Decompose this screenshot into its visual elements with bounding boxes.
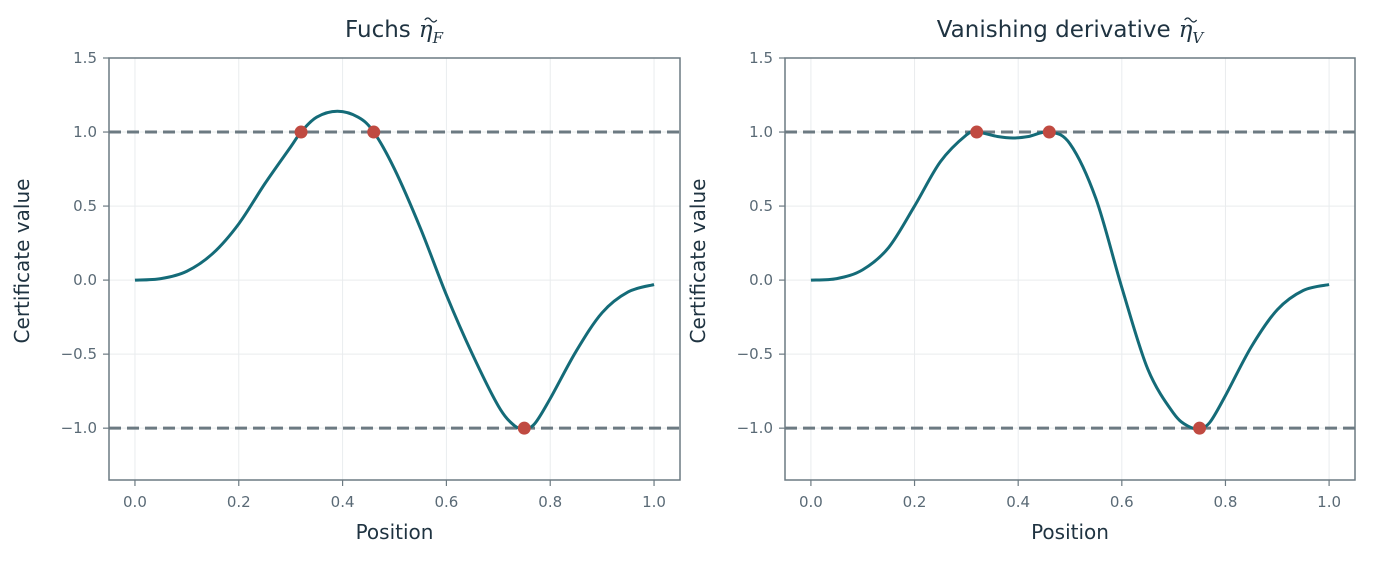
support-point-marker [1193,421,1207,435]
y-tick-label: 1.0 [749,123,773,141]
tilde-accent-icon [424,17,438,23]
x-axis-label: Position [1031,520,1109,544]
chart-title-subscript: F [432,29,444,47]
x-tick-label: 0.0 [123,493,147,511]
support-point-marker [294,125,308,139]
y-tick-label: −1.0 [61,419,97,437]
support-point-marker [1042,125,1056,139]
chart-title: Fuchs ηF [345,17,444,47]
y-tick-label: −1.0 [737,419,773,437]
chart-title: Vanishing derivative ηV [937,17,1206,47]
certificate-curve [134,109,655,430]
chart-vanishing-derivative: 0.0 0.2 0.4 0.6 0.8 1.0 −1.0 −0.5 0.0 0.5 1.0 1.5 Po… [686,17,1356,544]
support-point-marker [517,421,531,435]
support-point-marker [367,125,381,139]
x-tick-label: 0.2 [903,493,927,511]
y-axis-label: Certificate value [686,179,710,344]
x-tick-label: 0.8 [1214,493,1238,511]
axes-frame [108,57,681,481]
y-tick-label: 0.5 [749,197,773,215]
y-axis-label: Certificate value [10,179,34,344]
x-tick-label: 0.4 [331,493,355,511]
chart-title-text: Fuchs [345,17,411,43]
tilde-accent-icon [1184,17,1198,23]
x-tick-label: 0.8 [538,493,562,511]
x-tick-label: 0.6 [1110,493,1134,511]
x-tick-label: 0.4 [1006,493,1030,511]
x-tick-label: 1.0 [1317,493,1341,511]
y-tick-label: 1.5 [749,49,773,67]
x-tick-label: 0.0 [799,493,823,511]
y-tick-label: 1.5 [73,49,97,67]
chart-title-symbol: η [1179,17,1193,43]
y-tick-label: −0.5 [737,345,773,363]
chart-fuchs: 0.0 0.2 0.4 0.6 0.8 1.0 −1.0 −0.5 0.0 0.5 1.0 1.5 Po… [10,17,681,544]
certificate-curve [810,130,1330,431]
y-tick-label: 0.0 [749,271,773,289]
chart-title-subscript: V [1192,29,1205,47]
y-tick-label: 1.0 [73,123,97,141]
x-axis-label: Position [356,520,434,544]
y-tick-label: 0.0 [73,271,97,289]
x-tick-label: 0.2 [227,493,251,511]
y-tick-label: −0.5 [61,345,97,363]
x-tick-label: 0.6 [434,493,458,511]
support-point-marker [970,125,984,139]
chart-title-symbol: η [419,17,433,43]
x-tick-label: 1.0 [642,493,666,511]
y-tick-label: 0.5 [73,197,97,215]
axes-frame [784,57,1356,481]
chart-title-text: Vanishing derivative [937,17,1171,43]
